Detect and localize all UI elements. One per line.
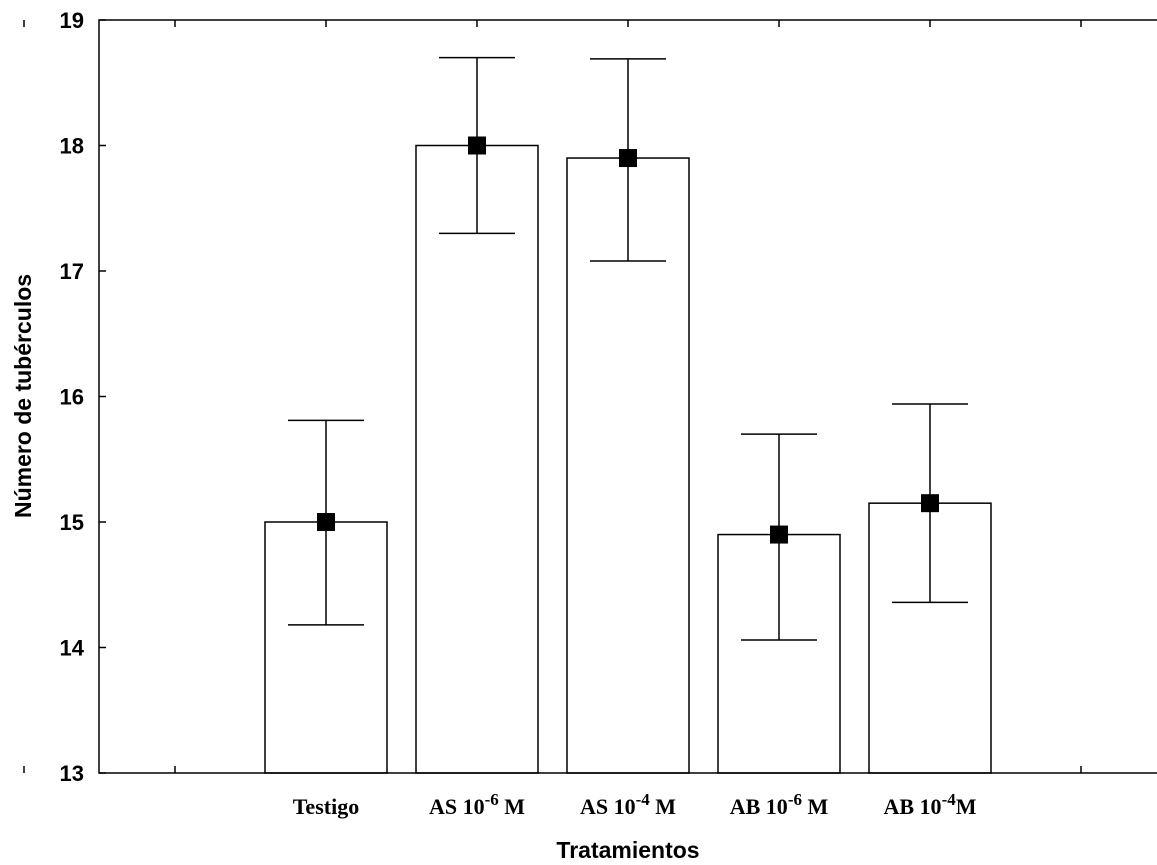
y-tick-label: 19 [60,8,84,33]
mean-marker [921,494,939,513]
y-axis: 13 14 15 16 17 18 19 [60,8,106,786]
category-label-base: AS 10 [580,794,636,819]
category-label: AS 10-6 M [429,790,525,819]
category-label-exponent: -6 [485,790,499,809]
category-label-base: AB 10 [884,794,942,819]
category-label-unit: M [956,794,977,819]
category-label-unit: M [802,794,829,819]
bar [415,144,539,774]
category-label: Testigo [293,794,359,819]
plot-frame [98,19,1157,774]
category-label: AB 10-4M [884,790,977,819]
category-label-unit: M [499,794,526,819]
y-tick-label: 18 [60,134,84,159]
y-tick-label: 13 [60,761,84,786]
y-tick-label: 15 [60,510,84,535]
category-label-exponent: -4 [942,790,957,809]
category-labels: Testigo AS 10-6 M AS 10-4 M AB 10-6 M AB 10-… [293,790,977,819]
mean-markers [317,136,939,544]
y-tick-label: 14 [60,636,85,661]
mean-marker [619,149,637,168]
category-label-base: Testigo [293,794,359,819]
category-label-exponent: -6 [788,790,802,809]
y-axis-title: Número de tubérculos [10,274,36,518]
category-label: AS 10-4 M [580,790,676,819]
y-tick-label: 16 [60,385,84,410]
y-tick-label: 17 [60,259,84,284]
category-label: AB 10-6 M [730,790,829,819]
category-label-base: AS 10 [429,794,485,819]
mean-marker [468,136,486,155]
category-label-base: AB 10 [730,794,788,819]
mean-marker [770,525,788,544]
mean-marker [317,513,335,531]
x-axis-title: Tratamientos [556,837,699,863]
category-label-exponent: -4 [636,790,651,809]
category-label-unit: M [650,794,677,819]
